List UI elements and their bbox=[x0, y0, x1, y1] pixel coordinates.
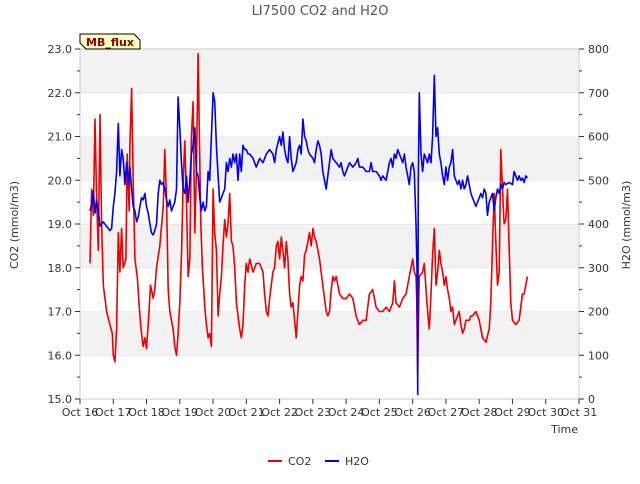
x-tick-label: Oct 23 bbox=[295, 406, 332, 419]
x-tick-label: Oct 31 bbox=[561, 406, 598, 419]
x-tick-label: Oct 22 bbox=[261, 406, 298, 419]
x-tick-label: Oct 25 bbox=[361, 406, 398, 419]
legend-label-co2: CO2 bbox=[288, 455, 311, 468]
x-tick-label: Oct 28 bbox=[461, 406, 498, 419]
y-left-tick-label: 19.0 bbox=[48, 218, 73, 231]
plot-background bbox=[80, 48, 579, 399]
x-tick-label: Oct 24 bbox=[328, 406, 365, 419]
x-tick-label: Oct 21 bbox=[228, 406, 265, 419]
x-tick-label: Oct 27 bbox=[428, 406, 465, 419]
legend-label-h2o: H2O bbox=[345, 455, 369, 468]
x-tick-label: Oct 30 bbox=[527, 406, 564, 419]
badge: MB_flux bbox=[79, 33, 141, 50]
x-tick-label: Oct 16 bbox=[62, 406, 99, 419]
grid-band bbox=[80, 355, 579, 399]
x-axis-label: Time bbox=[550, 423, 578, 436]
y-right-tick-label: 500 bbox=[588, 174, 609, 187]
series-line-co2 bbox=[89, 52, 529, 374]
y-left-tick-label: 23.0 bbox=[48, 43, 73, 56]
y-left-tick-label: 15.0 bbox=[48, 393, 73, 406]
x-tick-label: Oct 18 bbox=[128, 406, 165, 419]
x-tick-label: Oct 29 bbox=[494, 406, 531, 419]
right-axis: 0 100 200 300 400 500 600 700 800 bbox=[579, 43, 609, 406]
x-tick-label: Oct 19 bbox=[162, 406, 199, 419]
y-axis-left-label: CO2 (mmol/m3) bbox=[8, 181, 21, 269]
grid-band bbox=[80, 49, 579, 93]
y-right-tick-label: 0 bbox=[588, 393, 595, 406]
x-tick-label: Oct 20 bbox=[195, 406, 232, 419]
y-left-tick-label: 16.0 bbox=[48, 349, 73, 362]
badge-label: MB_flux bbox=[86, 36, 134, 49]
chart-title: LI7500 CO2 and H2O bbox=[252, 4, 389, 19]
y-right-tick-label: 700 bbox=[588, 87, 609, 100]
y-right-tick-label: 100 bbox=[588, 349, 609, 362]
y-right-tick-label: 200 bbox=[588, 306, 609, 319]
series-layer bbox=[89, 52, 529, 396]
legend: CO2 H2O bbox=[268, 455, 369, 468]
y-left-tick-label: 20.0 bbox=[48, 174, 73, 187]
y-right-tick-label: 600 bbox=[588, 131, 609, 144]
left-axis: 15.0 16.0 17.0 18.0 19.0 20.0 21.0 22.0 23.0 bbox=[48, 43, 80, 406]
y-right-tick-label: 800 bbox=[588, 43, 609, 56]
y-left-tick-label: 17.0 bbox=[48, 306, 73, 319]
y-right-tick-label: 400 bbox=[588, 218, 609, 231]
x-tick-label: Oct 26 bbox=[394, 406, 431, 419]
y-left-tick-label: 22.0 bbox=[48, 87, 73, 100]
badge-shape bbox=[79, 33, 141, 50]
y-axis-right-label: H2O (mmol/m3) bbox=[620, 181, 633, 270]
series-line-h2o bbox=[89, 74, 529, 396]
grid-band bbox=[80, 311, 579, 356]
grid-band bbox=[80, 92, 579, 137]
x-tick-label: Oct 17 bbox=[95, 406, 132, 419]
y-left-tick-label: 21.0 bbox=[48, 131, 73, 144]
y-right-tick-label: 300 bbox=[588, 262, 609, 275]
y-left-tick-label: 18.0 bbox=[48, 262, 73, 275]
